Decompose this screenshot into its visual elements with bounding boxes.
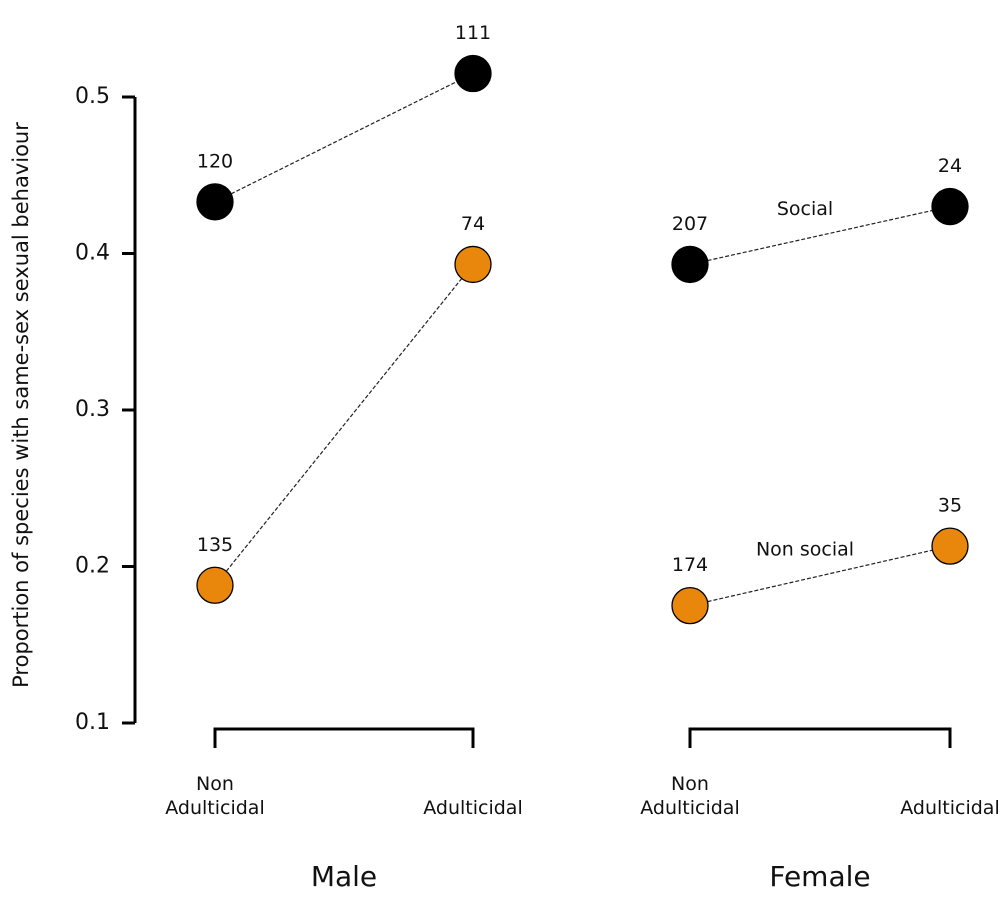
group-label: Female xyxy=(769,860,870,893)
y-tick-label: 0.4 xyxy=(75,241,110,266)
point xyxy=(671,586,709,625)
x-tick-label: Adulticidal xyxy=(423,797,523,819)
series-line xyxy=(689,205,951,266)
series-line xyxy=(214,72,474,203)
y-tick-label: 0.2 xyxy=(75,554,110,579)
x-tick-label: Non Adulticidal xyxy=(640,773,740,819)
point xyxy=(671,245,709,284)
x-tick-label: Adulticidal xyxy=(900,797,1000,819)
point xyxy=(454,54,492,93)
sample-size-label: 135 xyxy=(197,534,233,556)
group-label: Male xyxy=(311,860,377,893)
series-label: Social xyxy=(777,198,833,220)
sample-size-label: 74 xyxy=(461,213,485,235)
point xyxy=(931,187,969,226)
sample-size-label: 120 xyxy=(197,150,233,172)
point xyxy=(454,245,492,284)
series-label: Non social xyxy=(756,538,854,560)
group-bracket xyxy=(688,727,952,748)
sample-size-label: 35 xyxy=(938,495,962,517)
point xyxy=(196,566,234,604)
y-tick-label: 0.3 xyxy=(75,397,110,422)
series-line xyxy=(689,545,951,607)
point xyxy=(931,527,969,565)
y-tick-label: 0.1 xyxy=(75,710,110,735)
x-tick-label: Non Adulticidal xyxy=(165,773,265,819)
y-tick-label: 0.5 xyxy=(75,84,110,109)
group-bracket xyxy=(213,727,475,748)
sample-size-label: 24 xyxy=(938,155,962,177)
point xyxy=(196,183,234,221)
series-line xyxy=(214,264,474,586)
sample-size-label: 111 xyxy=(455,22,491,44)
sample-size-label: 207 xyxy=(672,213,708,235)
y-axis-label: Proportion of species with same-sex sexu… xyxy=(9,122,33,688)
sample-size-label: 174 xyxy=(672,554,708,576)
